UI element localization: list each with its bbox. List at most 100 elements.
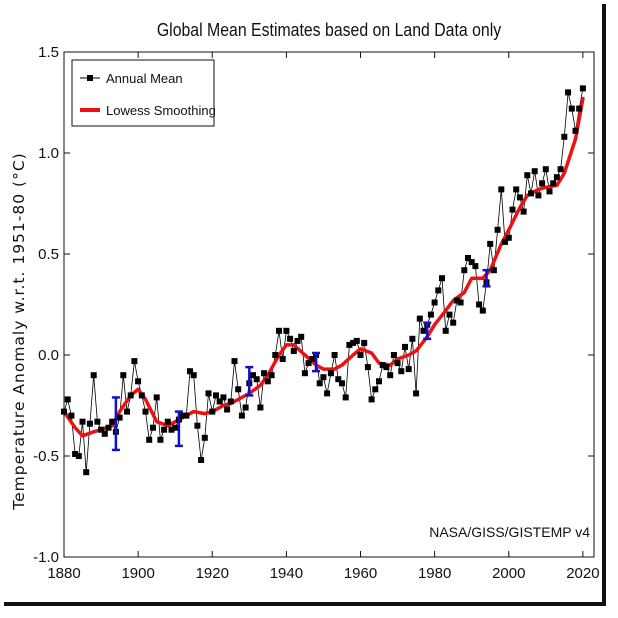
y-tick-label: 0.5 <box>38 246 59 263</box>
annual-mean-point <box>238 412 245 419</box>
annual-mean-point <box>279 356 286 362</box>
annual-mean-point <box>490 267 497 274</box>
annual-mean-point <box>179 412 186 419</box>
annual-mean-point <box>446 311 453 318</box>
annual-mean-point <box>216 398 223 405</box>
annual-mean-point <box>227 398 234 405</box>
x-tick-label: 1880 <box>47 565 80 582</box>
lowess-line <box>62 96 585 438</box>
x-tick-label: 1920 <box>196 565 229 582</box>
annual-mean-point <box>468 259 475 266</box>
annual-mean-point <box>376 378 382 385</box>
annual-mean-point <box>68 412 75 419</box>
annual-mean-point <box>542 166 549 173</box>
annual-mean-point <box>553 174 560 181</box>
annual-mean-point <box>479 307 486 314</box>
plot-area <box>63 51 595 558</box>
annual-mean-point <box>327 370 334 377</box>
annual-mean-point <box>146 436 153 443</box>
annual-mean-point <box>109 418 116 425</box>
annual-mean-point <box>283 327 290 334</box>
annual-mean-point <box>257 404 264 411</box>
annual-mean-point <box>235 386 242 393</box>
legend-annual-marker <box>87 75 93 81</box>
annual-mean-point <box>450 319 457 326</box>
annual-mean-point <box>127 392 134 399</box>
annual-mean-point <box>198 457 205 463</box>
annual-mean-point <box>561 133 568 140</box>
annual-mean-point <box>64 396 71 403</box>
annual-mean-point <box>520 208 527 215</box>
y-tick-label: 1.0 <box>38 145 59 162</box>
annual-mean-point <box>405 366 412 373</box>
annual-mean-point <box>135 378 142 385</box>
annual-mean-point <box>546 188 553 195</box>
annual-mean-point <box>364 364 371 371</box>
x-tick-label: 1900 <box>121 565 154 582</box>
annual-mean-point <box>579 85 586 92</box>
annual-mean-point <box>576 105 583 112</box>
annual-mean-point <box>413 390 420 397</box>
annual-mean-point <box>72 451 79 457</box>
annual-mean-point <box>394 360 401 367</box>
annual-mean-point <box>190 372 197 379</box>
annual-mean-point <box>565 89 572 96</box>
annual-mean-point <box>316 380 323 387</box>
annual-mean-point <box>172 424 179 431</box>
annual-mean-point <box>324 390 331 397</box>
annual-mean-point <box>287 335 294 342</box>
annual-mean-point <box>168 426 175 433</box>
annual-mean-point <box>83 469 90 476</box>
x-tick-label: 1960 <box>344 565 377 582</box>
annual-mean-point <box>120 372 127 379</box>
annual-mean-point <box>390 352 397 358</box>
annual-mean-point <box>509 206 516 213</box>
annual-mean-point <box>476 301 483 308</box>
annual-mean-point <box>161 426 168 433</box>
annual-mean-point <box>431 299 438 306</box>
annual-mean-point <box>298 333 305 340</box>
annual-mean-point <box>539 180 546 187</box>
annual-mean-point <box>320 374 327 381</box>
annual-mean-point <box>309 356 316 362</box>
annual-mean-point <box>342 394 349 401</box>
annual-mean-point <box>116 414 123 421</box>
annual-mean-point <box>379 362 386 369</box>
annual-mean-point <box>487 240 494 247</box>
annual-mean-point <box>335 376 342 383</box>
annual-mean-point <box>427 311 434 318</box>
annual-mean-point <box>350 339 357 346</box>
annual-mean-point <box>402 343 408 350</box>
annual-mean-point <box>346 341 353 348</box>
annual-mean-point <box>368 396 375 403</box>
annual-mean-point <box>531 168 538 175</box>
annual-mean-point <box>253 376 260 383</box>
annual-mean-point <box>453 297 460 304</box>
y-tick-label: 0.0 <box>38 347 59 364</box>
annual-mean-point <box>524 172 531 179</box>
y-tick-label: 1.5 <box>38 44 59 61</box>
annual-mean-point <box>339 380 345 387</box>
annual-mean-point <box>213 392 219 399</box>
plot-layer <box>61 85 586 476</box>
annual-mean-point <box>513 186 520 193</box>
annual-mean-point <box>301 370 308 377</box>
annual-mean-point <box>398 368 405 375</box>
annual-mean-line <box>63 88 584 473</box>
annual-mean-point <box>461 267 468 274</box>
annual-mean-point <box>535 192 542 199</box>
annual-mean-point <box>153 394 160 401</box>
annual-mean-point <box>420 327 427 334</box>
annual-mean-point <box>557 166 564 173</box>
annual-mean-point <box>331 352 338 358</box>
annual-mean-point <box>568 105 575 112</box>
annual-mean-point <box>465 255 471 261</box>
legend-lowess-label: Lowess Smoothing <box>106 103 216 118</box>
annual-mean-point <box>290 348 297 354</box>
annual-mean-point <box>550 180 557 187</box>
annual-mean-point <box>294 337 301 344</box>
annual-mean-point <box>75 453 82 459</box>
annual-mean-point <box>387 372 394 379</box>
annual-mean-point <box>124 408 130 415</box>
legend: Annual Mean Lowess Smoothing <box>71 59 216 127</box>
